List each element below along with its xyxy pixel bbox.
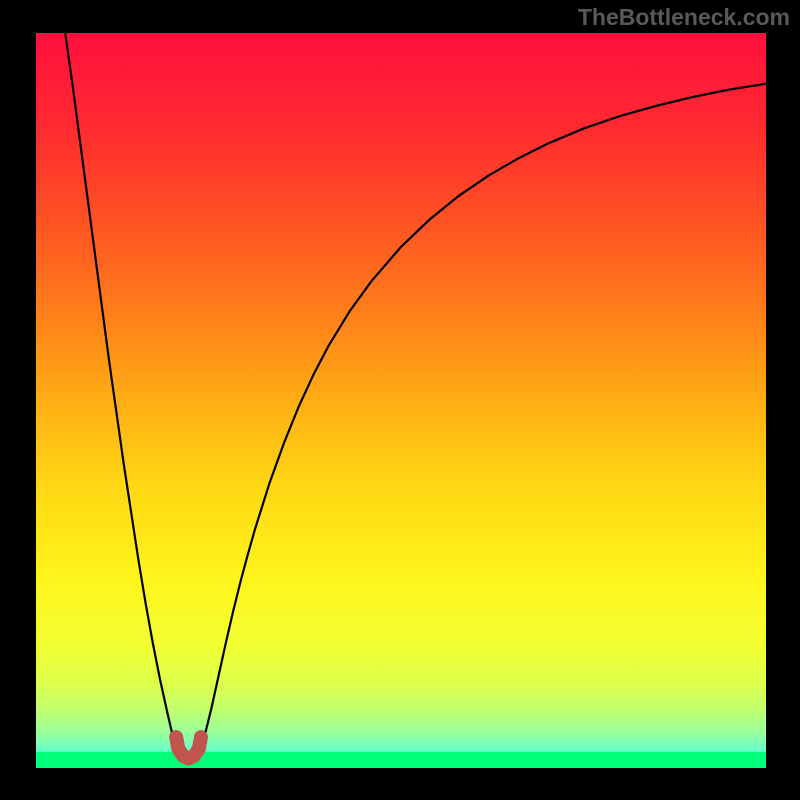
watermark-label: TheBottleneck.com (578, 4, 790, 31)
gradient-background (36, 33, 766, 768)
optimal-band (36, 752, 766, 768)
bottleneck-chart (36, 33, 766, 768)
plot-area (36, 33, 766, 768)
figure-root: TheBottleneck.com (0, 0, 800, 800)
